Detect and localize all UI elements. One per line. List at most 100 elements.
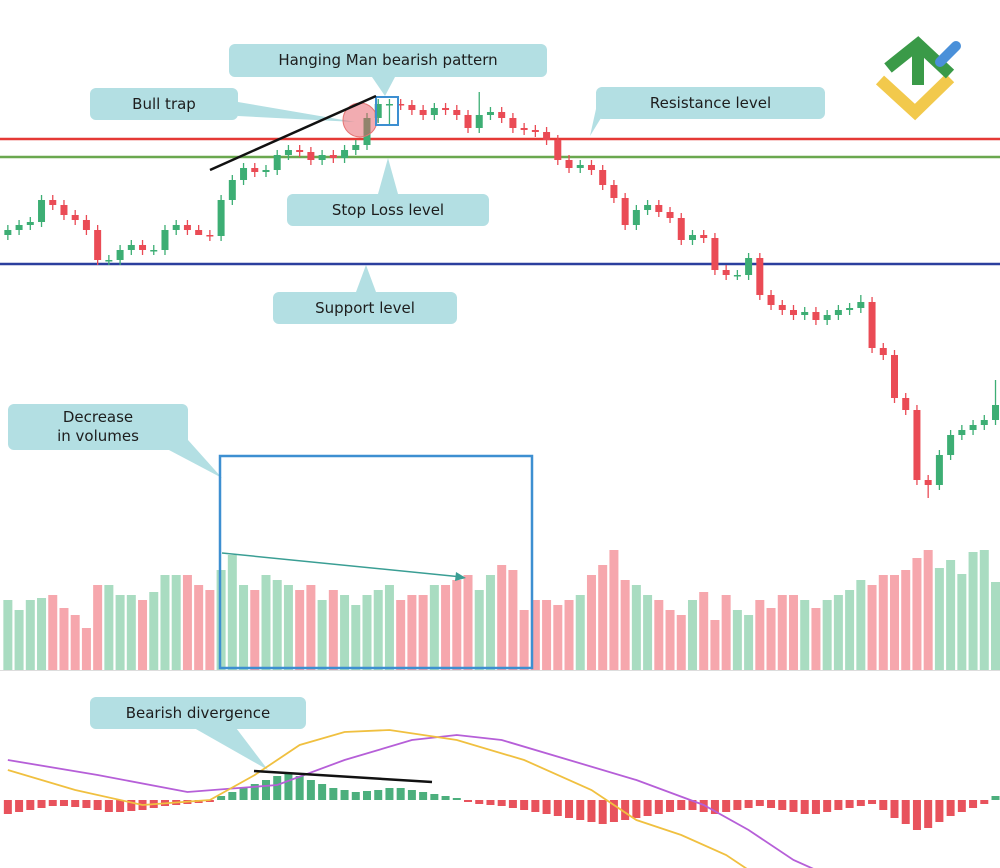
histogram-bar xyxy=(329,788,338,800)
volume-bar xyxy=(631,585,641,670)
histogram-bar xyxy=(497,800,506,806)
volume-bar xyxy=(418,595,428,670)
annotation: Hanging Man bearish pattern xyxy=(229,44,547,77)
trend-line xyxy=(253,769,433,784)
volume-bar xyxy=(25,600,35,670)
candle-body xyxy=(812,312,820,320)
histogram-bar xyxy=(935,800,944,822)
volume-bar xyxy=(272,580,282,670)
candle-body xyxy=(352,145,360,150)
annotation: Bull trap xyxy=(90,88,238,120)
volume-bar xyxy=(182,575,192,670)
volume-bar xyxy=(340,595,350,670)
candle-body xyxy=(531,130,539,132)
volume-bar xyxy=(643,595,653,670)
candle-body xyxy=(486,112,494,115)
histogram-bar xyxy=(486,800,495,805)
candle-body xyxy=(374,104,382,118)
volume-bar xyxy=(59,608,69,670)
histogram-bar xyxy=(587,800,596,822)
annotation: Bearish divergence xyxy=(90,697,306,729)
volume-bar xyxy=(586,575,596,670)
volume-bar xyxy=(328,590,338,670)
histogram-bar xyxy=(26,800,35,810)
histogram-bar xyxy=(643,800,652,816)
candle-body xyxy=(442,108,450,110)
volume-bar xyxy=(710,620,720,670)
candle-body xyxy=(150,250,158,252)
highlight-box xyxy=(375,96,399,126)
candle-body xyxy=(408,105,416,110)
histogram-bar xyxy=(789,800,798,812)
histogram-bar xyxy=(385,788,394,800)
histogram-bar xyxy=(868,800,877,804)
volume-bar xyxy=(126,595,136,670)
candle-body xyxy=(857,302,865,308)
volume-bar xyxy=(37,598,47,670)
candle-body xyxy=(38,200,46,222)
volume-bar xyxy=(676,615,686,670)
candle-body xyxy=(913,410,921,480)
volume-bar xyxy=(239,585,249,670)
candle-body xyxy=(475,115,483,128)
histogram-bar xyxy=(677,800,686,810)
volume-bar xyxy=(867,585,877,670)
candle-body xyxy=(621,198,629,225)
volume-bar xyxy=(205,590,215,670)
histogram-bar xyxy=(452,798,461,800)
candle-body xyxy=(655,205,663,212)
candle-body xyxy=(341,150,349,158)
volume-bar xyxy=(732,610,742,670)
volume-bar xyxy=(70,615,80,670)
volume-bar xyxy=(766,608,776,670)
candle-body xyxy=(284,150,292,155)
histogram-bar xyxy=(419,792,428,800)
candle-body xyxy=(902,398,910,410)
candle-body xyxy=(15,225,23,230)
volume-bar xyxy=(923,550,933,670)
histogram-bar xyxy=(82,800,91,808)
volume-bar xyxy=(530,600,540,670)
candle-body xyxy=(935,455,943,485)
histogram-bar xyxy=(441,796,450,800)
candle-body xyxy=(520,128,528,130)
histogram-bar xyxy=(946,800,955,816)
volume-bar xyxy=(822,600,832,670)
volume-bar xyxy=(575,595,585,670)
volume-bar xyxy=(3,600,13,670)
candle-body xyxy=(756,258,764,295)
annotation: Stop Loss level xyxy=(287,194,489,226)
histogram-bar xyxy=(273,776,282,800)
histogram-bar xyxy=(632,800,641,818)
volume-bar xyxy=(755,600,765,670)
histogram-bar xyxy=(957,800,966,812)
histogram-bar xyxy=(531,800,540,812)
candle-body xyxy=(947,435,955,455)
candle-body xyxy=(666,212,674,218)
candle-body xyxy=(834,310,842,315)
volume-bar xyxy=(912,558,922,670)
candle-body xyxy=(139,245,147,250)
volume-bar xyxy=(441,585,451,670)
candle-body xyxy=(846,308,854,310)
histogram-bar xyxy=(250,784,259,800)
volume-bar xyxy=(81,628,91,670)
trend-arrow xyxy=(221,552,463,578)
candle-body xyxy=(217,200,225,236)
histogram-bar xyxy=(318,784,327,800)
histogram-bar xyxy=(991,796,1000,800)
candle-body xyxy=(879,348,887,355)
histogram-bar xyxy=(475,800,484,804)
histogram-bar xyxy=(767,800,776,808)
histogram-bar xyxy=(15,800,24,812)
candle-body xyxy=(206,235,214,237)
logo-part xyxy=(875,73,955,121)
volume-bar xyxy=(261,575,271,670)
histogram-bar xyxy=(48,800,57,806)
volume-bar xyxy=(160,575,170,670)
histogram-bar xyxy=(654,800,663,814)
volume-bar xyxy=(373,590,383,670)
candle-body xyxy=(329,155,337,158)
volume-bar xyxy=(317,600,327,670)
histogram-bar xyxy=(733,800,742,810)
